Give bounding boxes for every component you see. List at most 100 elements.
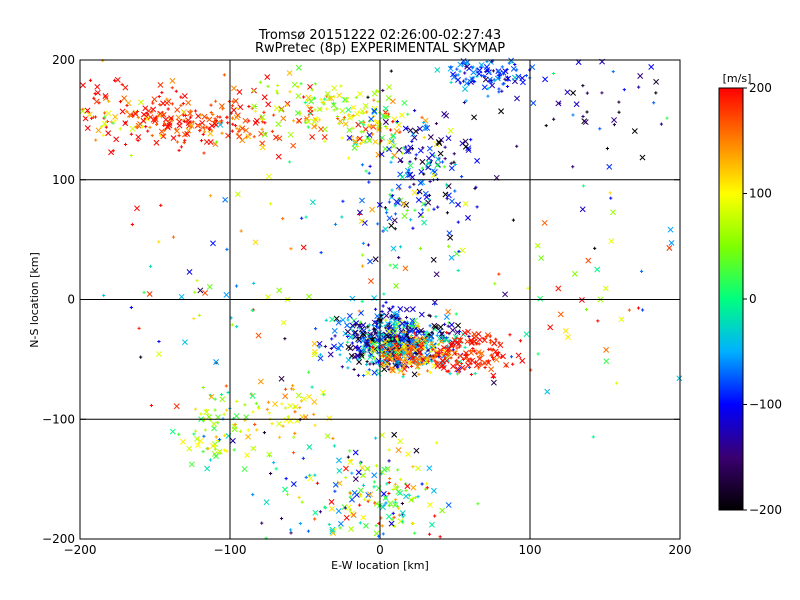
scatter-point-x: [309, 133, 316, 140]
scatter-point-x: [360, 472, 367, 479]
scatter-point-plus: [472, 79, 476, 84]
scatter-point-x: [405, 167, 411, 174]
scatter-point-x: [364, 370, 371, 377]
scatter-point-x: [603, 346, 610, 353]
scatter-point-x: [328, 505, 335, 512]
scatter-point-x: [453, 250, 460, 257]
scatter-point-x: [368, 278, 374, 285]
scatter-point-plus: [447, 339, 451, 343]
scatter-point-plus: [421, 146, 425, 150]
scatter-point-plus: [381, 304, 385, 308]
scatter-point-x: [449, 327, 456, 334]
scatter-point-x: [434, 67, 441, 73]
scatter-point-plus: [407, 352, 411, 356]
scatter-point-x: [398, 112, 405, 119]
scatter-point-plus: [433, 302, 437, 306]
scatter-point-plus: [209, 103, 213, 107]
scatter-point-plus: [367, 123, 371, 127]
scatter-point-x: [311, 351, 318, 358]
scatter-point-x: [372, 256, 379, 263]
scatter-point-plus: [346, 455, 350, 459]
scatter-point-plus: [189, 123, 193, 127]
scatter-point-x: [404, 483, 411, 490]
scatter-point-plus: [361, 111, 365, 115]
scatter-point-x: [255, 332, 262, 339]
scatter-point-x: [264, 294, 271, 301]
scatter-point-x: [169, 428, 176, 435]
scatter-point-plus: [355, 136, 359, 140]
scatter-point-x: [355, 121, 362, 128]
scatter-point-plus: [536, 352, 540, 356]
scatter-point-x: [138, 99, 144, 106]
scatter-point-x: [357, 487, 364, 494]
scatter-point-x: [416, 188, 423, 195]
scatter-point-plus: [366, 95, 370, 99]
scatter-point-plus: [464, 77, 468, 81]
scatter-point-plus: [335, 107, 339, 111]
scatter-point-plus: [323, 344, 327, 349]
scatter-point-plus: [270, 422, 274, 426]
scatter-point-plus: [289, 387, 294, 391]
scatter-point-plus: [188, 109, 192, 113]
scatter-point-plus: [591, 435, 595, 439]
scatter-point-plus: [317, 345, 321, 349]
scatter-point-x: [349, 322, 356, 329]
scatter-point-x: [278, 106, 285, 113]
scatter-point-plus: [473, 349, 477, 353]
scatter-point-plus: [404, 145, 408, 149]
scatter-point-plus: [201, 450, 205, 454]
scatter-point-x: [263, 499, 270, 506]
scatter-point-x: [356, 90, 363, 97]
scatter-point-plus: [427, 332, 431, 337]
scatter-point-x: [364, 134, 371, 141]
scatter-point-x: [188, 461, 195, 468]
scatter-point-x: [316, 106, 323, 113]
scatter-point-plus: [201, 385, 205, 390]
scatter-point-x: [350, 333, 357, 340]
scatter-point-plus: [149, 403, 154, 408]
scatter-point-x: [465, 328, 471, 335]
scatter-point-x: [475, 361, 482, 368]
scatter-point-plus: [524, 73, 528, 78]
scatter-point-x: [337, 342, 344, 349]
scatter-point-plus: [235, 325, 239, 329]
scatter-point-plus: [391, 120, 395, 124]
scatter-point-plus: [288, 528, 293, 532]
scatter-point-x: [382, 119, 389, 125]
scatter-point-plus: [505, 84, 510, 89]
scatter-point-x: [454, 366, 461, 373]
scatter-point-plus: [134, 125, 138, 129]
scatter-point-x: [180, 109, 187, 116]
scatter-point-plus: [398, 130, 402, 134]
scatter-point-x: [356, 209, 363, 216]
scatter-point-plus: [348, 449, 352, 453]
scatter-point-x: [428, 521, 435, 528]
scatter-point-x: [362, 102, 369, 109]
scatter-point-plus: [235, 126, 239, 131]
scatter-point-x: [356, 135, 363, 142]
scatter-point-plus: [303, 101, 307, 105]
scatter-point-x: [321, 134, 328, 140]
scatter-point-x: [352, 449, 359, 456]
y-axis-ticks: −200 −100 0 100 200: [42, 53, 680, 546]
scatter-point-plus: [129, 153, 133, 158]
scatter-point-plus: [412, 331, 417, 335]
scatter-point-plus: [339, 84, 343, 88]
scatter-point-plus: [552, 117, 556, 121]
scatter-point-x: [234, 191, 241, 198]
scatter-point-plus: [392, 515, 396, 519]
scatter-point-plus: [393, 500, 397, 504]
scatter-point-plus: [409, 364, 414, 368]
scatter-point-plus: [422, 172, 426, 176]
scatter-point-x: [358, 218, 365, 225]
y-tick-label: 100: [52, 173, 75, 187]
scatter-point-plus: [436, 360, 440, 364]
scatter-point-plus: [518, 339, 523, 343]
scatter-point-x: [330, 530, 337, 537]
scatter-point-x: [397, 368, 404, 374]
scatter-point-plus: [213, 117, 217, 121]
scatter-point-plus: [279, 516, 284, 521]
scatter-point-x: [283, 417, 290, 424]
scatter-point-plus: [158, 133, 163, 138]
scatter-point-plus: [382, 292, 386, 296]
